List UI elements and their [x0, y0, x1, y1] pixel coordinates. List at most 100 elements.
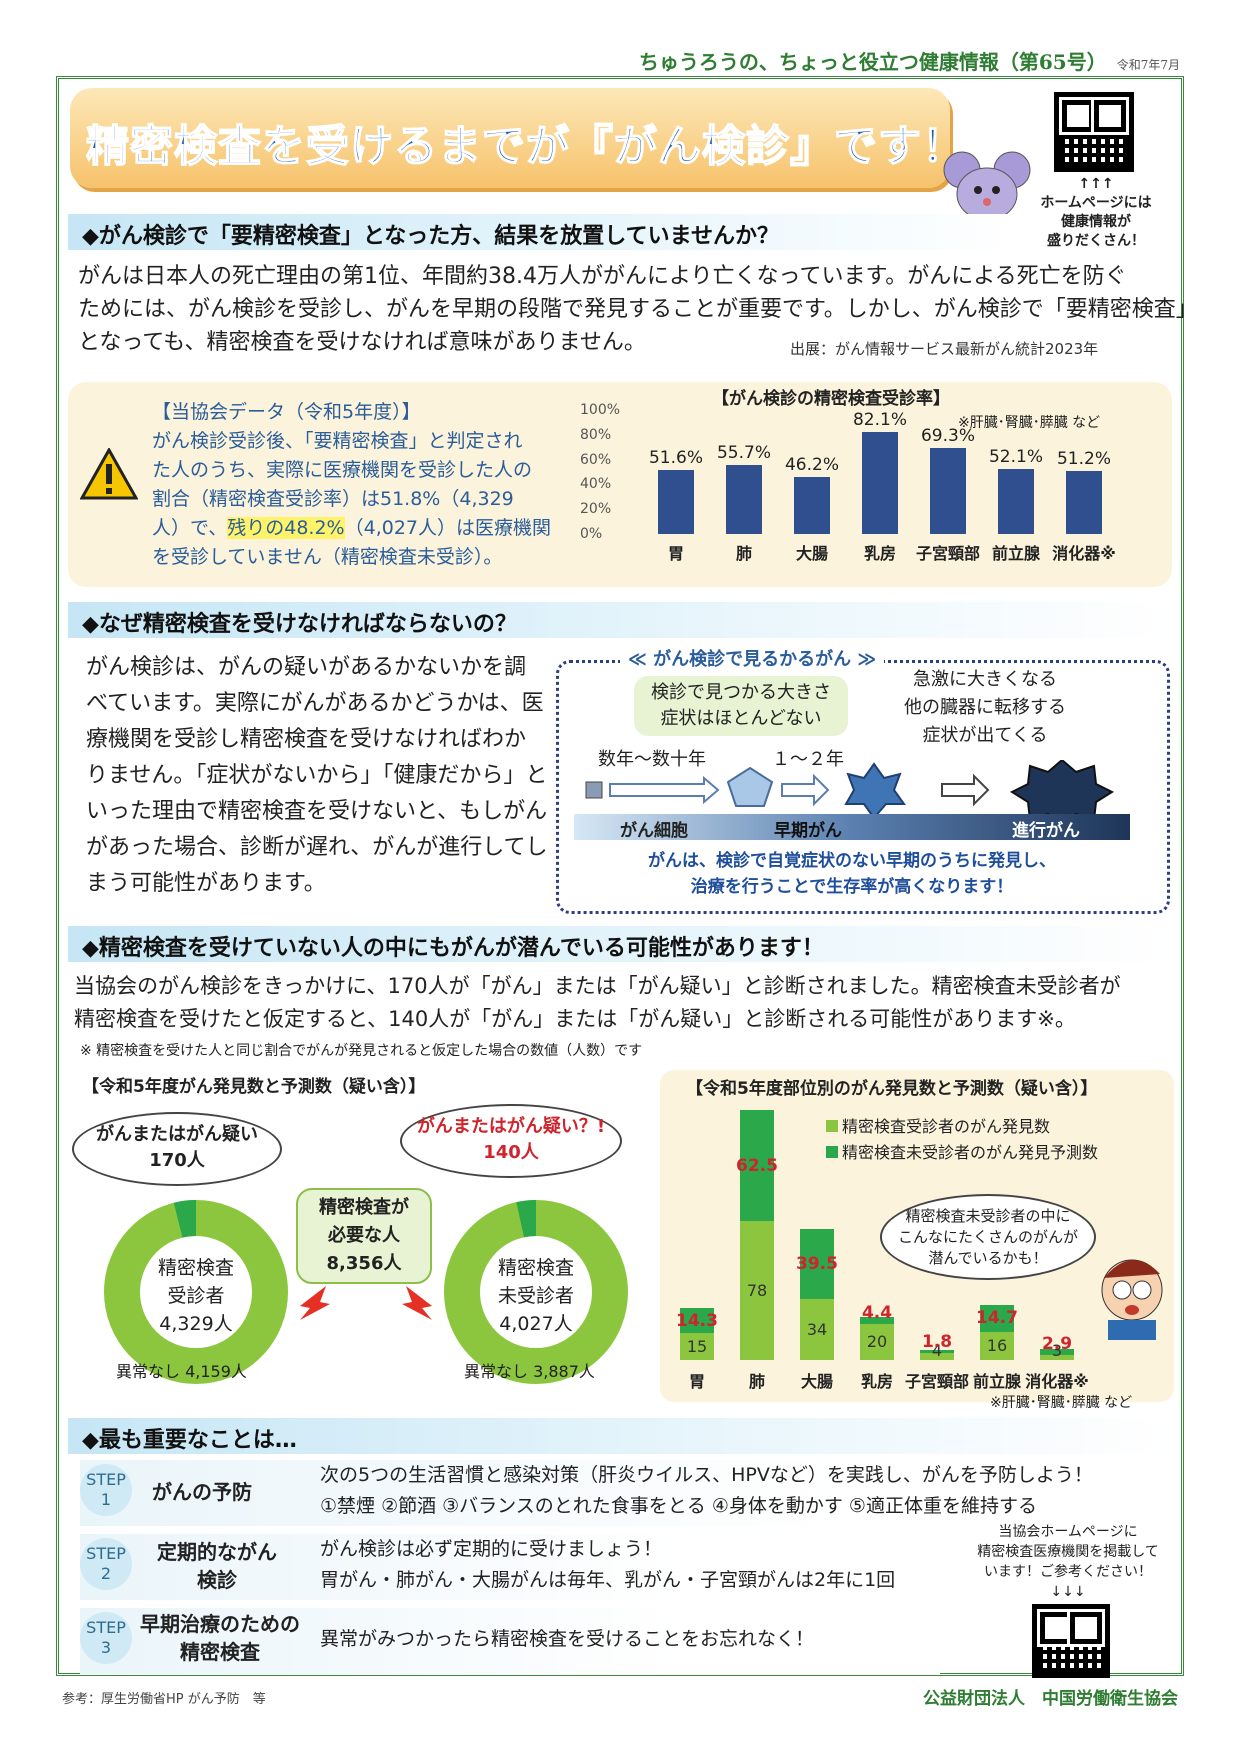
- chart1-value-label: 82.1%: [852, 410, 907, 431]
- span-years: 数年～数十年: [598, 749, 706, 770]
- section3-body: 当協会のがん検診をきっかけに、170人が「がん」または「がん疑い」と診断されまし…: [74, 974, 1121, 1031]
- span-short: １～２年: [772, 749, 844, 770]
- step3-badge: STEP 3: [80, 1612, 132, 1664]
- chart1-title: 【がん検診の精密検査受診率】: [712, 389, 950, 409]
- needs-exam-box: 精密検査が 必要な人 8,356人: [296, 1188, 432, 1284]
- chart1-value-label: 55.7%: [716, 442, 771, 463]
- bubble-found: がんまたはがん疑い 170人: [72, 1112, 282, 1186]
- section2-heading: ◆なぜ精密検査を受けなければならないの？: [68, 602, 1172, 638]
- section3-heading: ◆精密検査を受けていない人の中にもがんが潜んでいる可能性があります！: [68, 926, 1172, 962]
- stack-bar-examined: [740, 1221, 774, 1360]
- bubble-predicted: がんまたはがん疑い？! 140人: [400, 1104, 622, 1178]
- chart1-value-label: 52.1%: [988, 447, 1043, 468]
- stage-early: 早期がん: [774, 821, 842, 841]
- donut-unexamined-label: 精密検査 未受診者 4,027人: [497, 1257, 574, 1335]
- stack-label-examined: 16: [986, 1335, 1008, 1355]
- bottom-qr-note: 当協会ホームページに 精密検査医療機関を掲載して います！ご参考ください！ ↓↓↓: [977, 1524, 1159, 1600]
- stack-label-examined: 78: [746, 1280, 768, 1300]
- chart1-bar: [726, 464, 762, 534]
- step1-text: 次の5つの生活習慣と感染対策（肝炎ウイルス、HPVなど）を実践し、がんを予防しよ…: [320, 1464, 1093, 1517]
- stack-category: 子宮頸部: [904, 1372, 969, 1391]
- chart1-ytick: 0%: [580, 526, 603, 542]
- stack-bar-examined: [1040, 1354, 1074, 1360]
- chart1-ytick: 20%: [580, 501, 612, 518]
- step2-label: 定期的ながん検診: [157, 1540, 277, 1592]
- stack-category: 肺: [748, 1372, 765, 1391]
- speech-bubble: 精密検査未受診者の中に こんなにたくさんのがんが 潜んでいるかも！: [880, 1194, 1096, 1280]
- step2-badge: STEP 2: [80, 1538, 132, 1590]
- chart1-value-label: 51.6%: [648, 448, 703, 469]
- stack-bar-examined: [920, 1352, 954, 1360]
- stack-bar-examined: [980, 1331, 1014, 1360]
- section4-heading: ◆最も重要なことは…: [68, 1418, 1172, 1454]
- stack-bar-predicted: [980, 1305, 1014, 1332]
- stack-label-predicted: 2.9: [1041, 1333, 1073, 1354]
- data-box-text: 【当協会データ（令和5年度）】 がん検診受診後、「要精密検査」と判定され た人の…: [152, 401, 552, 568]
- chart1-category: 胃: [667, 544, 684, 563]
- section1-heading: ◆がん検診で「要精密検査」となった方、結果を放置していませんか？: [68, 214, 1018, 250]
- chart1-note: ※肝臓･腎臓･膵臓 など: [958, 415, 1101, 431]
- stacked-site-chart: 15 14.3 胃 78 62.5 肺 34 39.5 大腸 20 4.4 乳房 4 1.8 子宮頸部 16 1…: [660, 1104, 1090, 1394]
- stack-bar-predicted: [920, 1349, 954, 1353]
- diagram-footer: がんは、検診で自覚症状のない早期のうちに発見し、 治療を行うことで生存率が高くなり…: [648, 851, 1056, 897]
- footer-reference: 参考：厚生労働省HP がん予防 等: [62, 1692, 266, 1707]
- step3-text: 異常がみつかったら精密検査を受けることをお忘れなく！: [320, 1628, 815, 1650]
- chart1-value-label: 46.2%: [784, 454, 839, 475]
- chart1-category: 肺: [735, 544, 752, 563]
- chart1-ytick: 100%: [580, 402, 621, 418]
- chart1-ytick: 40%: [580, 476, 612, 493]
- chart1-category: 前立腺: [991, 544, 1040, 563]
- stack-label-predicted: 14.7: [976, 1308, 1018, 1329]
- advanced-note: 急激に大きくなる 他の臓器に転移する 症状が出てくる: [904, 669, 1066, 746]
- donut-examined-normal: 異常なし 4,159人: [116, 1362, 247, 1381]
- stack-label-examined: 4: [931, 1341, 943, 1360]
- qr-code-bottom[interactable]: [1032, 1604, 1110, 1678]
- progression-bar: [574, 814, 1130, 840]
- early-bubble: 検診で見つかる大きさ 症状はほとんどない: [634, 676, 848, 736]
- qr-code-top[interactable]: [1054, 92, 1134, 172]
- stack-label-predicted: 14.3: [676, 1310, 718, 1331]
- stack-bar-examined: [800, 1299, 834, 1360]
- qr-top-caption: ↑↑↑ ホームページには 健康情報が 盛りだくさん！: [1040, 176, 1152, 249]
- step1-row: STEP 1 がんの予防 次の5つの生活習慣と感染対策（肝炎ウイルス、HPVなど）…: [80, 1460, 1170, 1526]
- chart1-bar: [658, 470, 694, 534]
- chart1-category: 消化器※: [1052, 544, 1116, 563]
- step1-badge: STEP 1: [80, 1464, 132, 1516]
- chart1-bar: [998, 469, 1034, 534]
- stacked-chart-note: ※肝臓･腎臓･膵臓 など: [990, 1395, 1133, 1411]
- chart1-bar: [1066, 470, 1102, 534]
- step2-text: がん検診は必ず定期的に受けましょう！ 胃がん・肺がん・大腸がんは毎年、乳がん・子宮…: [320, 1538, 896, 1591]
- donut-unexamined: [444, 1200, 628, 1384]
- chart1-category: 乳房: [863, 544, 896, 563]
- stack-label-predicted: 4.4: [861, 1303, 893, 1324]
- step1-label: がんの予防: [152, 1480, 252, 1504]
- section1-body: がんは日本人の死亡理由の第1位、年間約38.4万人ががんにより亡くなっています。…: [78, 264, 1198, 355]
- stage-advanced: 進行がん: [1012, 821, 1080, 841]
- stack-bar-predicted: [680, 1307, 714, 1334]
- diagram-title: ≪ がん検診で見るかるがん ≫: [620, 645, 885, 671]
- stack-category: 胃: [688, 1372, 705, 1391]
- step3-row: STEP 3 早期治療のための精密検査 異常がみつかったら精密検査を受けることをお…: [80, 1608, 940, 1674]
- stack-category: 前立腺: [972, 1372, 1021, 1391]
- source-note: 出展：がん情報サービス最新がん統計2023年: [790, 340, 1099, 358]
- red-arrows-icon: [300, 1286, 432, 1320]
- section2-body: がん検診は、がんの疑いがあるかないかを調 べています。実際にがんがあるかどうかは、…: [86, 655, 548, 896]
- chart1-category: 大腸: [795, 544, 828, 563]
- step3-label: 早期治療のための精密検査: [140, 1612, 300, 1664]
- chart1-bar: [930, 448, 966, 534]
- stack-label-examined: 15: [686, 1336, 708, 1356]
- warning-icon: [80, 448, 138, 500]
- chart1-value-label: 51.2%: [1056, 448, 1111, 469]
- data-box: [68, 382, 1172, 587]
- stack-label-predicted: 62.5: [736, 1155, 778, 1176]
- stack-category: 消化器※: [1025, 1372, 1089, 1391]
- stack-label-predicted: 39.5: [796, 1254, 838, 1275]
- stack-bar-examined: [680, 1333, 714, 1360]
- donut-examined-label: 精密検査 受診者 4,329人: [157, 1257, 234, 1335]
- stacked-legend: 精密検査受診者のがん発見数 精密検査未受診者のがん発見予測数: [826, 1114, 1098, 1166]
- stack-label-examined: 20: [866, 1332, 888, 1352]
- section3-note: ※ 精密検査を受けた人と同じ割合でがんが発見されると仮定した場合の数値（人数）で…: [80, 1043, 643, 1059]
- surprised-person-icon: [1101, 1259, 1163, 1340]
- donut-unexamined-normal: 異常なし 3,887人: [464, 1362, 595, 1381]
- series-header: ちゅうろうの、ちょっと役立つ健康情報（第65号） 令和7年7月: [638, 50, 1180, 74]
